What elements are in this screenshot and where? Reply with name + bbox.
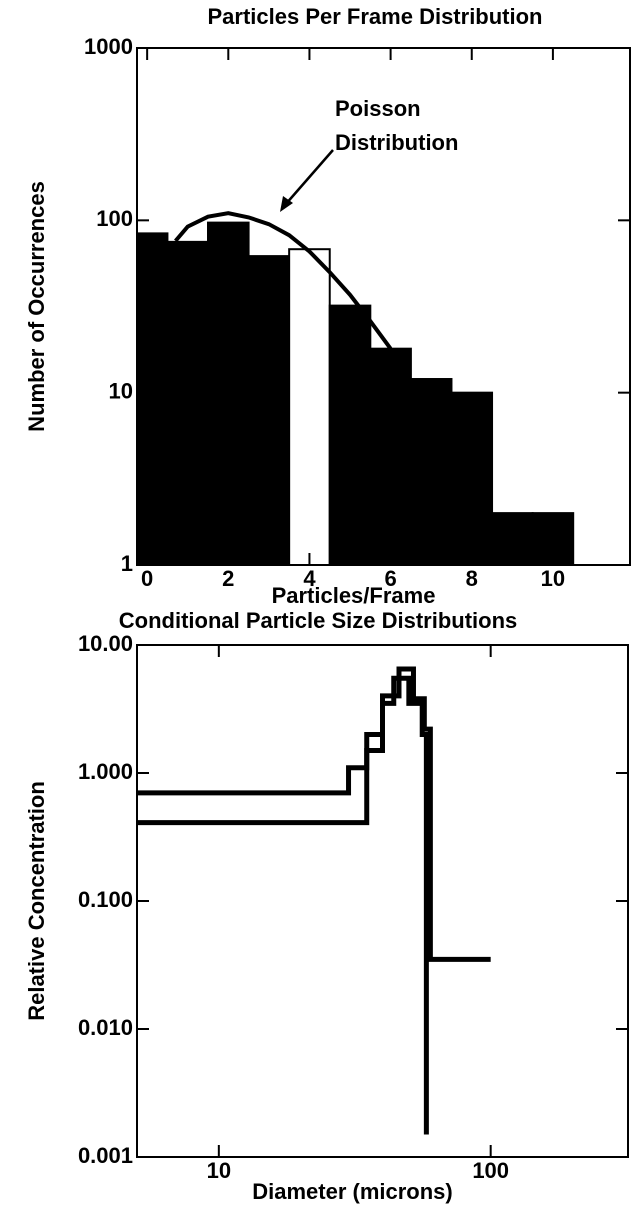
annotation-arrow — [284, 149, 334, 206]
x-tick-label: 0 — [141, 566, 153, 591]
x-tick-label: 100 — [472, 1158, 509, 1183]
y-tick-label: 0.001 — [78, 1143, 133, 1168]
y-tick-label: 0.010 — [78, 1015, 133, 1040]
annotation: Poisson — [335, 96, 421, 121]
y-axis-label: Number of Occurrences — [24, 181, 49, 432]
y-tick-label: 1.000 — [78, 759, 133, 784]
x-axis-label: Diameter (microns) — [252, 1179, 453, 1204]
y-tick-label: 0.100 — [78, 887, 133, 912]
x-tick-label: 6 — [384, 566, 396, 591]
line — [137, 666, 491, 962]
bar — [491, 512, 534, 565]
y-axis-label: Relative Concentration — [24, 781, 49, 1021]
y-tick-label: 1 — [121, 551, 133, 576]
chart-title: Conditional Particle Size Distributions — [119, 608, 518, 633]
y-tick-label: 10.00 — [78, 631, 133, 656]
bar — [288, 248, 331, 565]
x-tick-label: 8 — [466, 566, 478, 591]
bar — [166, 240, 210, 565]
bar — [247, 255, 291, 565]
plot-area — [137, 666, 491, 1135]
x-axis-label: Particles/Frame — [272, 583, 436, 608]
bar — [207, 221, 250, 565]
y-tick-label: 1000 — [84, 34, 133, 59]
bar — [369, 347, 412, 565]
bar — [328, 304, 372, 565]
line — [174, 211, 393, 350]
x-tick-label: 10 — [207, 1158, 231, 1183]
bar — [450, 391, 494, 565]
x-tick-label: 2 — [222, 566, 234, 591]
axes-frame — [136, 47, 631, 566]
annotation: Distribution — [335, 130, 458, 155]
chart-title: Particles Per Frame Distribution — [208, 4, 543, 29]
x-tick-label: 4 — [303, 566, 316, 591]
x-tick-label: 10 — [541, 566, 565, 591]
annotation-arrowhead — [280, 196, 293, 212]
y-tick-label: 10 — [109, 378, 133, 403]
bar — [409, 378, 453, 565]
line — [137, 675, 429, 1135]
plot-area — [137, 211, 575, 565]
y-tick-label: 100 — [96, 206, 133, 231]
